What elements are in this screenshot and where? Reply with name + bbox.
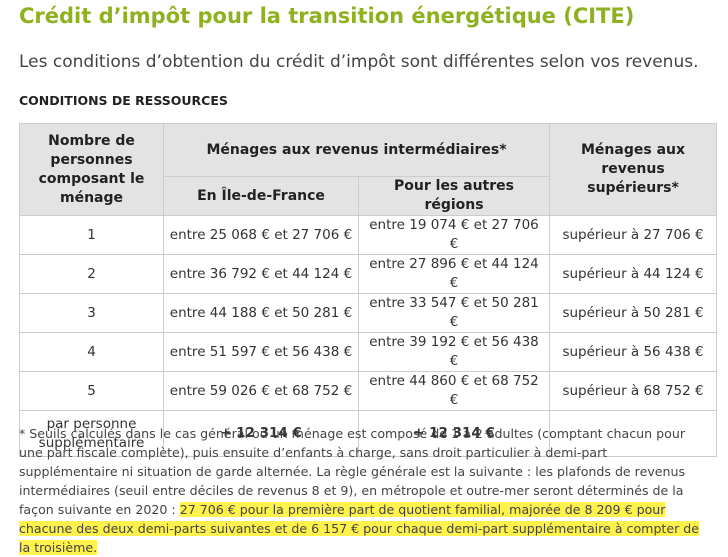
table-cell: supérieur à 56 438 € [549,332,718,372]
table-cell: entre 33 547 € et 50 281 € [357,293,551,333]
table-cell: 4 [19,332,164,372]
header-cell: Nombre de personnes composant le ménage [19,123,164,216]
table-cell: entre 19 074 € et 27 706 € [357,215,551,255]
table-cell: entre 36 792 € et 44 124 € [163,254,359,294]
table-cell: + 12 314 € [357,410,551,457]
table-cell: entre 44 188 € et 50 281 € [163,293,359,333]
table-cell: supérieur à 44 124 € [549,254,718,294]
table-cell: entre 25 068 € et 27 706 € [163,215,359,255]
table-cell: entre 27 896 € et 44 124 € [357,254,551,294]
table-cell: supérieur à 68 752 € [549,371,718,411]
table-cell: entre 39 192 € et 56 438 € [357,332,551,372]
table-row: par personne supplémentaire + 12 314 € + 1… [19,410,718,457]
header-cell: Pour les autres régions [357,176,551,216]
footnote-text: * Seuils calculés dans le cas général où… [19,426,686,517]
table-cell [549,410,718,457]
table-cell: 2 [19,254,164,294]
table-cell: + 12 314 € [163,410,359,457]
header-cell: Ménages aux revenus intermédiaires* [162,123,551,177]
table-cell: supérieur à 27 706 € [549,215,718,255]
table-row: 4 entre 51 597 € et 56 438 € entre 39 192 … [19,332,718,372]
table-row: 3 entre 44 188 € et 50 281 € entre 33 547 … [19,293,718,333]
table-row: 5 entre 59 026 € et 68 752 € entre 44 860 … [19,371,718,411]
subtitle: Les conditions d’obtention du crédit d’i… [19,52,699,72]
table-cell: entre 44 860 € et 68 752 € [357,371,551,411]
table-cell: supérieur à 50 281 € [549,293,718,333]
table-row: 2 entre 36 792 € et 44 124 € entre 27 896 … [19,254,718,294]
section-title: CONDITIONS DE RESSOURCES [19,93,228,108]
header-cell: Ménages aux revenus supérieurs* [549,123,718,216]
title: Crédit d’impôt pour la transition énergé… [19,4,635,28]
table-row: 1 entre 25 068 € et 27 706 € entre 19 074 … [19,215,718,255]
header-cell: En Île-de-France [163,176,359,216]
conditions-table: Nombre de personnes composant le ménage … [19,123,718,457]
footnote: * Seuils calculés dans le cas général où… [19,424,709,557]
table-body: 1 entre 25 068 € et 27 706 € entre 19 074 … [19,215,718,457]
table-cell: par personne supplémentaire [19,410,164,457]
table-cell: 1 [19,215,164,255]
table-cell: entre 51 597 € et 56 438 € [163,332,359,372]
table-cell: entre 59 026 € et 68 752 € [163,371,359,411]
table-cell: 3 [19,293,164,333]
table-cell: 5 [19,371,164,411]
